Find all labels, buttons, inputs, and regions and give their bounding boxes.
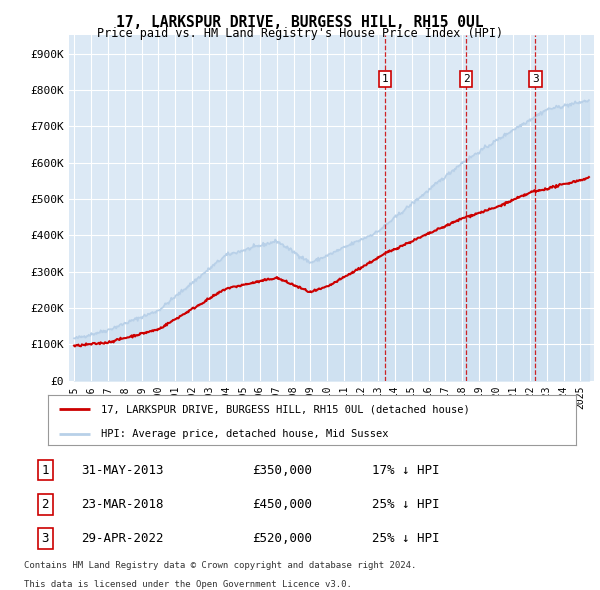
Text: 17, LARKSPUR DRIVE, BURGESS HILL, RH15 0UL (detached house): 17, LARKSPUR DRIVE, BURGESS HILL, RH15 0… bbox=[101, 404, 470, 414]
Text: 3: 3 bbox=[41, 532, 49, 545]
Text: 1: 1 bbox=[41, 464, 49, 477]
Text: 31-MAY-2013: 31-MAY-2013 bbox=[81, 464, 163, 477]
Text: 2: 2 bbox=[463, 74, 470, 84]
Text: 3: 3 bbox=[532, 74, 539, 84]
Text: £520,000: £520,000 bbox=[252, 532, 312, 545]
Text: £450,000: £450,000 bbox=[252, 498, 312, 511]
Text: 25% ↓ HPI: 25% ↓ HPI bbox=[372, 532, 439, 545]
Text: 17% ↓ HPI: 17% ↓ HPI bbox=[372, 464, 439, 477]
Text: 17, LARKSPUR DRIVE, BURGESS HILL, RH15 0UL: 17, LARKSPUR DRIVE, BURGESS HILL, RH15 0… bbox=[116, 15, 484, 30]
Text: £350,000: £350,000 bbox=[252, 464, 312, 477]
Text: HPI: Average price, detached house, Mid Sussex: HPI: Average price, detached house, Mid … bbox=[101, 430, 388, 440]
Text: 25% ↓ HPI: 25% ↓ HPI bbox=[372, 498, 439, 511]
Text: 29-APR-2022: 29-APR-2022 bbox=[81, 532, 163, 545]
Text: Price paid vs. HM Land Registry's House Price Index (HPI): Price paid vs. HM Land Registry's House … bbox=[97, 27, 503, 40]
Text: 1: 1 bbox=[382, 74, 388, 84]
Text: 23-MAR-2018: 23-MAR-2018 bbox=[81, 498, 163, 511]
Text: 2: 2 bbox=[41, 498, 49, 511]
Text: This data is licensed under the Open Government Licence v3.0.: This data is licensed under the Open Gov… bbox=[24, 580, 352, 589]
Text: Contains HM Land Registry data © Crown copyright and database right 2024.: Contains HM Land Registry data © Crown c… bbox=[24, 561, 416, 570]
